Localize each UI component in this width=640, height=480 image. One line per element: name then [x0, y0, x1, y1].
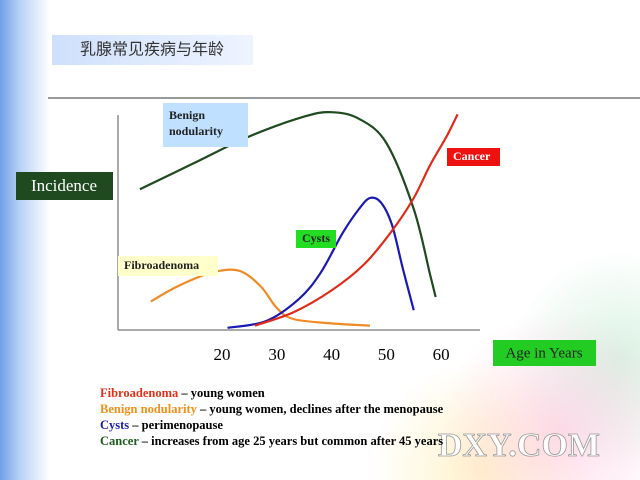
y-label-box: [16, 172, 113, 200]
series-label: Cancer: [453, 149, 491, 163]
series-label: Cysts: [302, 231, 330, 245]
x-label-box: [493, 340, 596, 366]
note-text: – perimenopause: [129, 418, 223, 432]
series-line: [150, 268, 370, 327]
series-line: [139, 111, 437, 298]
note: Cysts – perimenopause: [100, 417, 443, 433]
series-line: [254, 113, 459, 327]
series-label-box: [118, 256, 218, 276]
x-tick-label: 60: [433, 345, 450, 364]
x-tick-label: 50: [378, 345, 395, 364]
note-term: Benign nodularity: [100, 402, 197, 416]
note-text: – young women, declines after the menopa…: [196, 402, 444, 416]
note: Fibroadenoma – young women: [100, 385, 443, 401]
x-axis-label: Age in Years: [505, 345, 582, 361]
series-label-box: [447, 148, 500, 166]
y-axis-label: Incidence: [31, 176, 97, 195]
notes: Fibroadenoma – young women Benign nodular…: [100, 385, 443, 449]
series-label: Benign nodularity: [169, 108, 223, 138]
x-tick-label: 40: [323, 345, 340, 364]
note-term: Fibroadenoma: [100, 386, 179, 400]
note: Cancer – increases from age 25 years but…: [100, 433, 443, 449]
chart-title: 乳腺常见疾病与年龄: [80, 40, 224, 59]
note-text: – increases from age 25 years but common…: [138, 434, 444, 448]
series-label: Fibroadenoma: [124, 258, 199, 272]
x-tick-label: 30: [268, 345, 285, 364]
series-line: [227, 196, 415, 329]
note-term: Cancer: [100, 434, 139, 448]
series-label-box: [296, 230, 336, 248]
title-box: [52, 35, 253, 65]
note-term: Cysts: [100, 418, 130, 432]
x-tick-label: 20: [214, 345, 231, 364]
note-text: – young women: [178, 386, 265, 400]
watermark: DXY.COM: [438, 427, 600, 464]
series-label-box: [163, 103, 248, 147]
note: Benign nodularity – young women, decline…: [100, 401, 443, 417]
